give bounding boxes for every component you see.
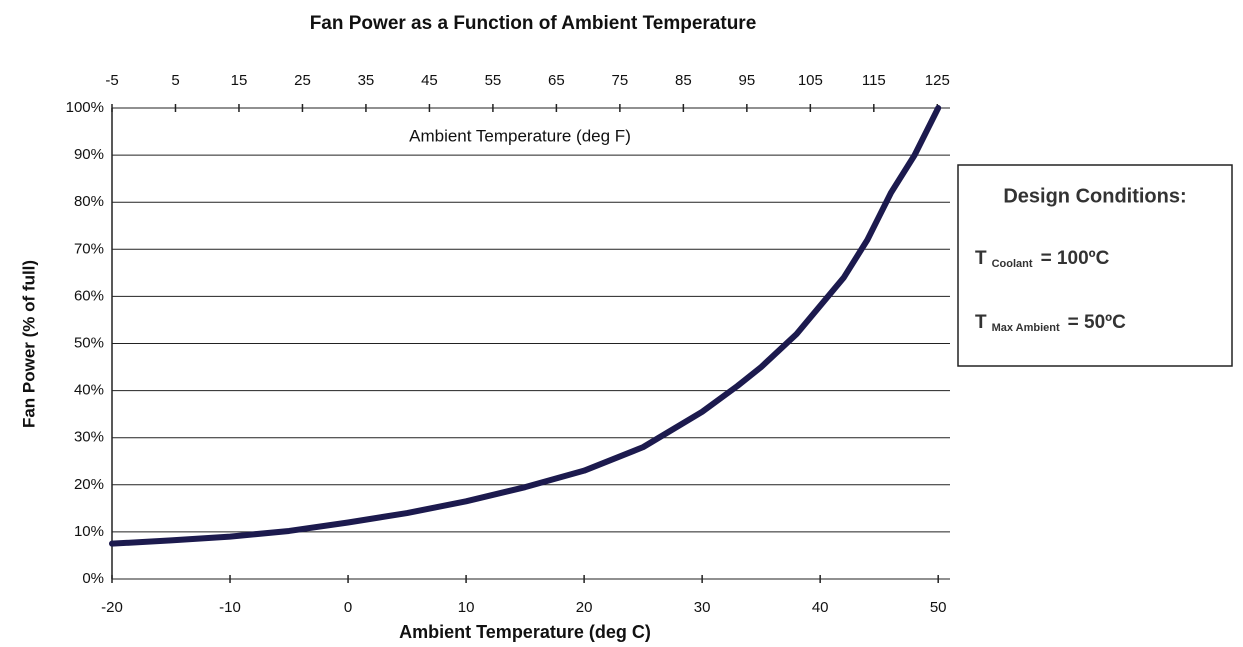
annotation-value: = 100ºC (1041, 248, 1110, 269)
annotation-title: Design Conditions: (1003, 185, 1186, 207)
x2-tick-label: 85 (675, 72, 692, 89)
x-tick-label: 20 (576, 599, 593, 616)
x-tick-label: -10 (219, 599, 241, 616)
x2-axis-title: Ambient Temperature (deg F) (409, 126, 631, 145)
annotation-symbol: T (975, 312, 987, 333)
chart-title: Fan Power as a Function of Ambient Tempe… (310, 13, 757, 34)
y-tick-label: 40% (74, 382, 104, 399)
x2-tick-label: -5 (105, 72, 118, 89)
x-tick-label: 30 (694, 599, 711, 616)
x-tick-label: 40 (812, 599, 829, 616)
x2-tick-label: 65 (548, 72, 565, 89)
y-tick-label: 90% (74, 146, 104, 163)
annotation-lines: T Coolant = 100ºC T Max Ambient = 50ºC (975, 248, 1126, 334)
x2-tick-label: 105 (798, 72, 823, 89)
annotation-value: = 50ºC (1068, 312, 1126, 333)
x2-tick-label: 75 (612, 72, 629, 89)
line-series (109, 105, 942, 547)
y-tick-label: 80% (74, 193, 104, 210)
x2-tick-label: 35 (358, 72, 375, 89)
y-tick-label: 70% (74, 240, 104, 257)
x2-tick-label: 5 (171, 72, 179, 89)
y-tick-label: 30% (74, 429, 104, 446)
y-tick-label: 100% (66, 99, 104, 116)
y-tick-label: 60% (74, 287, 104, 304)
y-tick-label: 10% (74, 523, 104, 540)
annotation-symbol: T (975, 248, 987, 269)
x-tick-label: 50 (930, 599, 947, 616)
y-tick-label: 50% (74, 334, 104, 351)
x2-tick-label: 95 (739, 72, 756, 89)
annotation-line: T Max Ambient = 50ºC (975, 312, 1126, 334)
x2-tick-label: 15 (231, 72, 248, 89)
y-tick-label: 0% (82, 570, 104, 587)
x-axis-title: Ambient Temperature (deg C) (399, 622, 651, 642)
x2-tick-label: 125 (925, 72, 950, 89)
x-tick-label: 0 (344, 599, 352, 616)
annotation-subscript: Coolant (992, 258, 1033, 270)
y-axis-title: Fan Power (% of full) (19, 260, 38, 428)
x-tick-label: 10 (458, 599, 475, 616)
x2-tick-label: 55 (485, 72, 502, 89)
x2-tick-label: 115 (862, 72, 886, 89)
x2-tick-label: 25 (294, 72, 311, 89)
annotation-subscript: Max Ambient (992, 322, 1060, 334)
annotation-box (957, 164, 1233, 367)
x-tick-label: -20 (101, 599, 123, 616)
y-tick-label: 20% (74, 476, 104, 493)
annotation-line: T Coolant = 100ºC (975, 248, 1110, 270)
x2-tick-label: 45 (421, 72, 438, 89)
